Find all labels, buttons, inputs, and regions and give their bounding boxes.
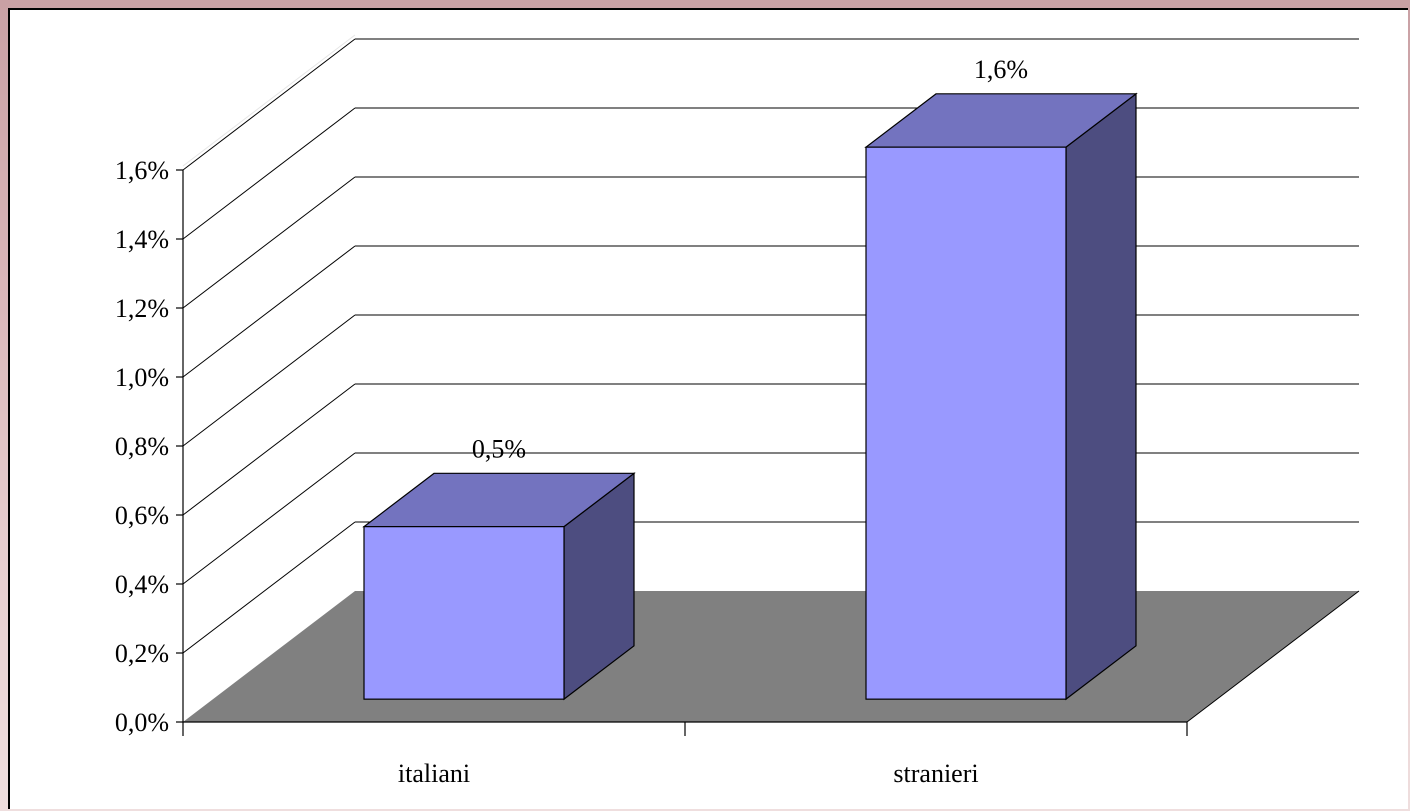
y-tick-label: 0,2% [115, 639, 169, 668]
y-tick-label: 0,0% [115, 708, 169, 737]
bar-stranieri [864, 92, 1138, 701]
chart-frame: 0,0% 0,2% 0,4% 0,6% 0,8% 1,0% 1,2% 1,4% 1,6% 0,5… [8, 8, 1408, 809]
y-tick-label: 0,6% [115, 501, 169, 530]
bar-italiani [362, 472, 636, 701]
side-gridline [182, 383, 356, 516]
chart-axes: 0,0% 0,2% 0,4% 0,6% 0,8% 1,0% 1,2% 1,4% 1,6% [115, 156, 1360, 737]
side-gridline [182, 314, 356, 447]
side-gridline [182, 452, 356, 585]
bar-chart: 0,0% 0,2% 0,4% 0,6% 0,8% 1,0% 1,2% 1,4% 1,6% 0,5… [115, 34, 1360, 788]
category-label: italiani [398, 759, 470, 788]
chart-floor-plane [183, 591, 1359, 722]
side-gridline [182, 176, 356, 309]
y-tick-label: 1,6% [115, 156, 169, 185]
bar-front-face [865, 146, 1067, 700]
side-gridline [182, 521, 356, 654]
y-tick-label: 1,2% [115, 294, 169, 323]
data-label: 0,5% [472, 434, 526, 463]
category-label: stranieri [893, 759, 978, 788]
y-tick-label: 1,4% [115, 225, 169, 254]
side-gridline [182, 38, 356, 171]
y-tick-label: 0,4% [115, 570, 169, 599]
floor-edge [1186, 590, 1360, 723]
chart-floor [183, 591, 1359, 722]
bar-side-face [1065, 92, 1137, 701]
chart-bars [362, 92, 1138, 701]
side-gridline [182, 107, 356, 240]
bar-front-face [363, 526, 565, 700]
y-tick-label: 1,0% [115, 363, 169, 392]
data-label: 1,6% [974, 55, 1028, 84]
chart-gridlines [182, 34, 1359, 654]
chart-labels: 0,5% italiani 1,6% stranieri [398, 55, 1028, 788]
wall-top-edge [182, 34, 356, 167]
y-tick-label: 0,8% [115, 432, 169, 461]
side-gridline [182, 245, 356, 378]
